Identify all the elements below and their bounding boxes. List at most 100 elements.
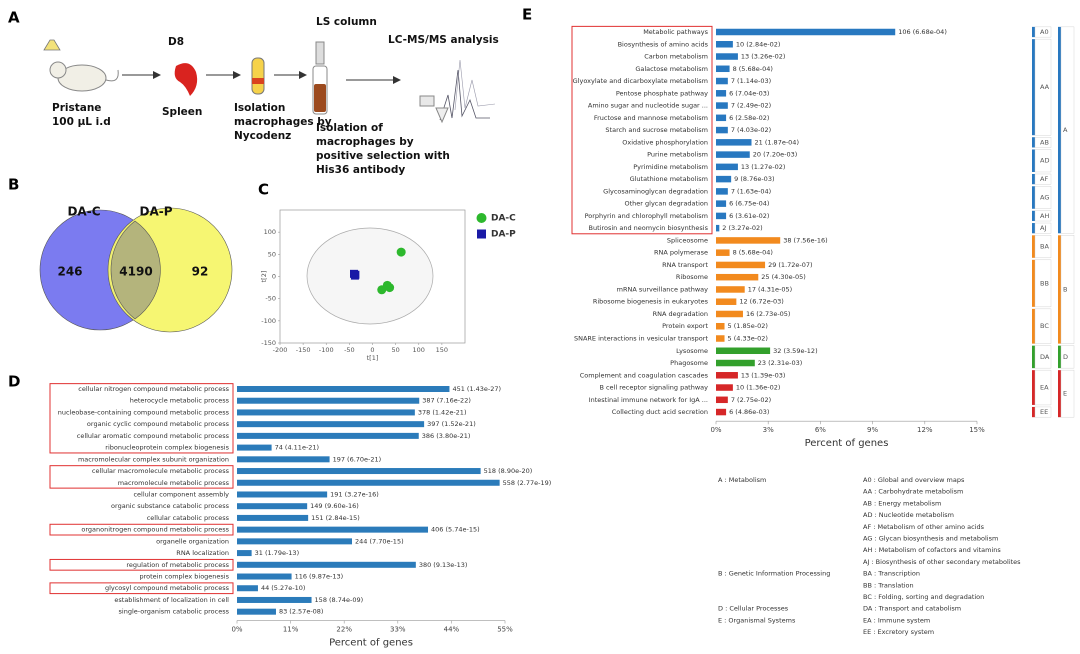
bar-label: 17 (4.31e-05)	[748, 285, 793, 293]
bar-label: 31 (1.79e-13)	[255, 549, 299, 557]
group-bar	[1058, 345, 1061, 369]
bar	[237, 585, 258, 592]
category-label: protein complex biogenesis	[139, 573, 229, 581]
group-bar	[1032, 210, 1035, 222]
group-box	[1034, 186, 1052, 209]
group-bar	[1032, 345, 1035, 369]
bar	[716, 163, 738, 171]
x-tick-label: 0%	[710, 426, 721, 434]
category-label: Glutathione metabolism	[630, 175, 708, 183]
category-label: cellular aromatic compound metabolic pro…	[77, 432, 230, 440]
bar-label: 2 (3.27e-02)	[722, 224, 762, 232]
group-label: D	[1063, 353, 1068, 361]
panel-label: A	[8, 9, 20, 27]
group-bar	[1032, 173, 1035, 185]
legend-marker	[477, 229, 486, 239]
bar-label: 38 (7.56e-16)	[783, 236, 828, 244]
bar	[237, 538, 352, 545]
bar-label: 8 (5.68e-04)	[733, 249, 773, 257]
category-label: Biosynthesis of amino acids	[618, 40, 709, 48]
x-axis-label: t[1]	[367, 354, 379, 362]
x-tick-label: 12%	[917, 426, 933, 434]
category-label: Fructose and mannose metabolism	[594, 114, 708, 122]
group-bar	[1032, 223, 1035, 234]
x-tick-label: 3%	[763, 426, 774, 434]
bar	[716, 200, 727, 207]
mouse-tail	[105, 69, 119, 82]
bar	[716, 408, 727, 416]
class-item: AB : Energy metabolism	[863, 499, 941, 507]
class-item: A0 : Global and overview maps	[863, 476, 965, 484]
group-bar	[1032, 259, 1035, 307]
bar	[716, 249, 730, 256]
tube-band	[252, 78, 264, 84]
class-name: A : Metabolism	[718, 476, 766, 484]
bar	[716, 77, 728, 85]
point	[385, 283, 395, 293]
step-label: macrophages by	[234, 116, 332, 128]
x-tick-label: 0	[370, 346, 374, 354]
y-axis-label: t[2]	[260, 271, 268, 283]
category-label: RNA localization	[176, 549, 229, 557]
category-label: Metabolic pathways	[643, 28, 708, 36]
class-item: AD : Nucleotide metabolism	[863, 511, 954, 519]
group-box	[1034, 259, 1052, 308]
bar-label: 16 (2.73e-05)	[746, 310, 791, 318]
group-label: EA	[1040, 384, 1049, 392]
bar	[716, 102, 728, 109]
bar-label: 378 (1.42e-21)	[418, 408, 467, 416]
bar-label: 25 (4.30e-05)	[761, 273, 806, 281]
bar-label: 387 (7.16e-22)	[422, 397, 471, 405]
bar	[716, 347, 771, 355]
group-label: EE	[1040, 408, 1048, 416]
ms-vial	[435, 107, 449, 124]
class-item: AA : Carbohydrate metabolism	[863, 488, 963, 496]
category-label: Ribosome biogenesis in eukaryotes	[593, 298, 709, 306]
bar-label: 244 (7.70e-15)	[355, 537, 404, 545]
category-label: Other glycan degradation	[624, 200, 708, 208]
bar	[716, 273, 759, 281]
bar	[237, 409, 415, 416]
bar-label: 6 (6.75e-04)	[729, 200, 769, 208]
group-box	[1034, 137, 1052, 148]
highlight-box	[571, 25, 713, 235]
bar	[716, 53, 738, 60]
group-label: BB	[1040, 279, 1049, 287]
category-label: Complement and coagulation cascades	[580, 371, 709, 379]
bar-label: 13 (1.39e-03)	[741, 371, 786, 379]
category-label: organic cyclic compound metabolic proces…	[87, 420, 230, 428]
mouse-head	[49, 61, 67, 79]
class-name: B : Genetic Information Processing	[718, 570, 830, 578]
group-label: B	[1063, 285, 1067, 293]
category-label: B cell receptor signaling pathway	[599, 384, 708, 392]
bar	[716, 114, 727, 122]
step-label: His36 antibody	[316, 164, 405, 176]
group-bar	[1032, 235, 1035, 258]
bar-label: 397 (1.52e-21)	[427, 420, 476, 428]
x-tick-label: 150	[436, 346, 448, 354]
bar	[237, 386, 450, 392]
y-tick-label: -50	[265, 295, 276, 303]
bar-label: 149 (9.60e-16)	[310, 502, 359, 510]
bar-label: 12 (6.72e-03)	[739, 298, 784, 306]
bar-label: 10 (1.36e-02)	[736, 384, 781, 392]
group-bar	[1032, 186, 1035, 209]
point	[396, 247, 406, 257]
bar	[237, 491, 328, 498]
group-bar	[1032, 26, 1035, 38]
bar	[237, 526, 429, 533]
bar-label: 5 (4.33e-02)	[728, 335, 768, 343]
bar	[716, 372, 738, 379]
group-label: AB	[1040, 138, 1049, 146]
bar	[237, 596, 312, 603]
spleen-icon	[174, 63, 198, 96]
category-label: cellular component assembly	[133, 490, 229, 498]
group-box	[1034, 210, 1052, 222]
group-bar	[1032, 149, 1035, 172]
category-label: Spliceosome	[667, 236, 708, 244]
bar-label: 197 (6.70e-21)	[333, 455, 382, 463]
bar	[716, 335, 725, 342]
bar-label: 9 (8.76e-03)	[734, 175, 774, 183]
category-label: Glyoxylate and dicarboxylate metabolism	[573, 77, 708, 85]
class-item: AF : Metabolism of other amino acids	[863, 523, 985, 531]
